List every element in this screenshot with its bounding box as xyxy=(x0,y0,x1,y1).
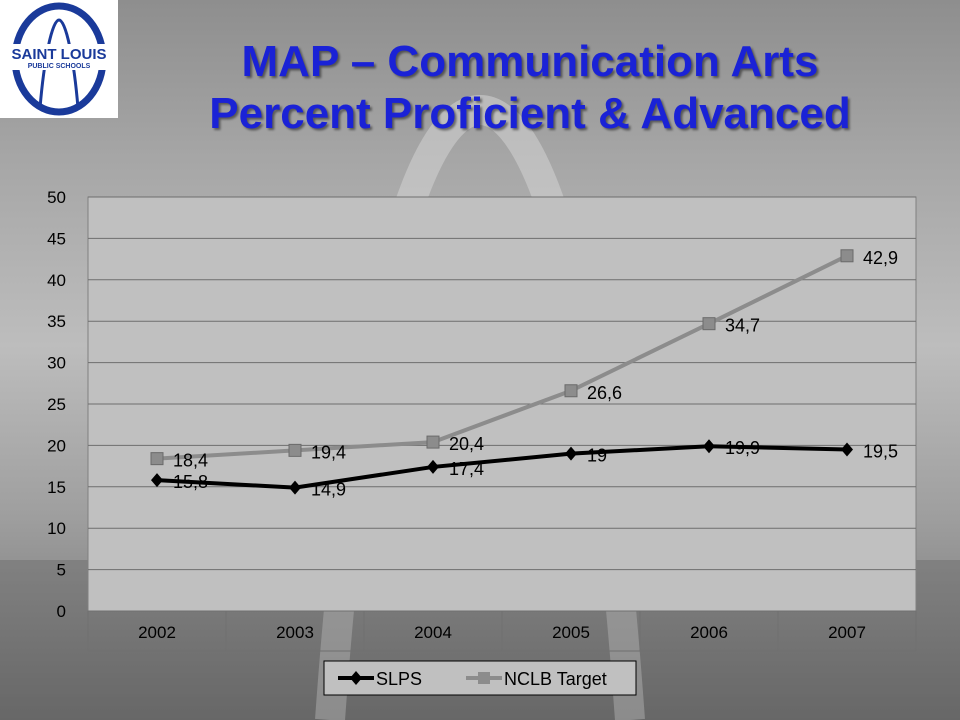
marker-slps xyxy=(289,480,301,495)
data-label-nclb-target: 34,7 xyxy=(725,316,760,336)
marker-slps xyxy=(565,446,577,461)
x-tick-label: 2005 xyxy=(552,623,590,642)
legend-marker-nclb-target xyxy=(478,672,490,684)
marker-nclb-target xyxy=(564,384,578,398)
data-label-nclb-target: 20,4 xyxy=(449,434,484,454)
y-tick-label: 30 xyxy=(47,354,66,373)
data-label-nclb-target: 19,4 xyxy=(311,442,346,462)
y-tick-label: 40 xyxy=(47,271,66,290)
marker-nclb-target xyxy=(288,443,302,457)
y-tick-label: 50 xyxy=(47,188,66,207)
y-tick-label: 25 xyxy=(47,395,66,414)
logo-text-line2: PUBLIC SCHOOLS xyxy=(28,63,91,70)
data-label-slps: 17,4 xyxy=(449,459,484,479)
marker-slps xyxy=(151,473,163,488)
title-line-1: MAP – Communication Arts xyxy=(241,37,819,86)
marker-slps xyxy=(427,459,439,474)
data-label-nclb-target: 42,9 xyxy=(863,248,898,268)
y-tick-label: 10 xyxy=(47,519,66,538)
x-tick-label: 2004 xyxy=(414,623,452,642)
data-label-nclb-target: 26,6 xyxy=(587,383,622,403)
y-tick-label: 35 xyxy=(47,312,66,331)
slide-title: MAP – Communication Arts Percent Profici… xyxy=(130,36,930,140)
y-tick-label: 0 xyxy=(57,602,66,621)
legend-marker-slps xyxy=(350,671,362,685)
data-label-slps: 19,9 xyxy=(725,438,760,458)
legend-label-nclb-target: NCLB Target xyxy=(504,669,607,689)
marker-slps xyxy=(841,442,853,457)
data-label-slps: 15,8 xyxy=(173,472,208,492)
y-tick-label: 15 xyxy=(47,478,66,497)
y-tick-label: 45 xyxy=(47,229,66,248)
x-tick-label: 2003 xyxy=(276,623,314,642)
logo-text-line1: SAINT LOUIS xyxy=(11,46,106,63)
marker-slps xyxy=(703,439,715,454)
data-label-slps: 19 xyxy=(587,446,607,466)
series-line-nclb-target xyxy=(156,253,848,461)
marker-nclb-target xyxy=(150,452,164,466)
x-tick-label: 2007 xyxy=(828,623,866,642)
line-chart: 0 5 10 15 20 25 30 35 40 45 50 2002 2003 2004 2005 2006… xyxy=(47,188,917,696)
saint-louis-arch-logo-icon: SAINT LOUIS PUBLIC SCHOOLS xyxy=(4,2,114,116)
data-label-slps: 19,5 xyxy=(863,442,898,462)
y-tick-label: 20 xyxy=(47,436,66,455)
marker-nclb-target xyxy=(426,435,440,449)
x-tick-label: 2002 xyxy=(138,623,176,642)
data-label-slps: 14,9 xyxy=(311,480,346,500)
data-label-nclb-target: 18,4 xyxy=(173,451,208,471)
series-line-slps xyxy=(156,444,848,490)
y-tick-label: 5 xyxy=(57,561,66,580)
legend-label-slps: SLPS xyxy=(376,669,422,689)
school-logo: SAINT LOUIS PUBLIC SCHOOLS xyxy=(0,0,118,118)
marker-nclb-target xyxy=(702,317,716,331)
title-line-2: Percent Proficient & Advanced xyxy=(209,89,851,138)
marker-nclb-target xyxy=(840,249,854,263)
x-tick-label: 2006 xyxy=(690,623,728,642)
